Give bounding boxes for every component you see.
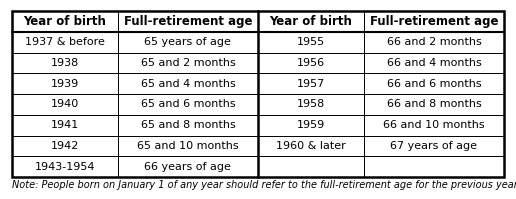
Bar — [118, 156, 258, 177]
Bar — [364, 156, 504, 177]
Text: 1939: 1939 — [51, 79, 79, 89]
Bar — [118, 11, 258, 32]
Text: 67 years of age: 67 years of age — [391, 141, 477, 151]
Text: 65 and 4 months: 65 and 4 months — [140, 79, 235, 89]
Text: 1943-1954: 1943-1954 — [35, 162, 95, 172]
Text: 65 years of age: 65 years of age — [144, 37, 231, 47]
Text: Full-retirement age: Full-retirement age — [369, 15, 498, 28]
Bar — [258, 115, 364, 136]
Bar — [118, 115, 258, 136]
Text: Note: People born on January 1 of any year should refer to the full-retirement a: Note: People born on January 1 of any ye… — [12, 180, 516, 190]
Bar — [364, 73, 504, 94]
Bar — [12, 32, 118, 53]
Text: 1956: 1956 — [297, 58, 325, 68]
Bar — [12, 94, 118, 115]
Text: Year of birth: Year of birth — [23, 15, 106, 28]
Bar — [364, 136, 504, 156]
Text: 66 and 8 months: 66 and 8 months — [386, 99, 481, 109]
Bar — [118, 73, 258, 94]
Bar — [12, 11, 504, 177]
Bar — [118, 94, 258, 115]
Bar — [12, 11, 118, 32]
Bar — [258, 11, 364, 32]
Bar — [364, 115, 504, 136]
Text: 65 and 8 months: 65 and 8 months — [140, 120, 235, 130]
Text: 65 and 10 months: 65 and 10 months — [137, 141, 239, 151]
Bar — [118, 53, 258, 73]
Bar — [364, 94, 504, 115]
Bar — [118, 32, 258, 53]
Bar — [258, 53, 364, 73]
Text: 65 and 6 months: 65 and 6 months — [140, 99, 235, 109]
Bar — [12, 73, 118, 94]
Text: 66 and 4 months: 66 and 4 months — [386, 58, 481, 68]
Bar — [12, 115, 118, 136]
Text: 1958: 1958 — [297, 99, 325, 109]
Text: 1940: 1940 — [51, 99, 79, 109]
Bar — [12, 53, 118, 73]
Bar — [258, 32, 364, 53]
Text: 1938: 1938 — [51, 58, 79, 68]
Text: 1955: 1955 — [297, 37, 325, 47]
Bar — [258, 73, 364, 94]
Text: 1937 & before: 1937 & before — [25, 37, 105, 47]
Bar — [258, 156, 364, 177]
Bar — [258, 94, 364, 115]
Bar — [364, 53, 504, 73]
Text: 1960 & later: 1960 & later — [276, 141, 346, 151]
Text: 66 and 2 months: 66 and 2 months — [386, 37, 481, 47]
Bar — [12, 156, 118, 177]
Text: Year of birth: Year of birth — [269, 15, 352, 28]
Text: 66 and 6 months: 66 and 6 months — [386, 79, 481, 89]
Text: 66 years of age: 66 years of age — [144, 162, 231, 172]
Text: 66 and 10 months: 66 and 10 months — [383, 120, 485, 130]
Text: Full-retirement age: Full-retirement age — [124, 15, 252, 28]
Text: 1941: 1941 — [51, 120, 79, 130]
Text: 1942: 1942 — [51, 141, 79, 151]
Bar — [364, 32, 504, 53]
Bar — [118, 136, 258, 156]
Bar — [364, 11, 504, 32]
Text: 65 and 2 months: 65 and 2 months — [140, 58, 235, 68]
Text: 1957: 1957 — [297, 79, 325, 89]
Bar — [258, 136, 364, 156]
Text: 1959: 1959 — [297, 120, 325, 130]
Bar — [12, 136, 118, 156]
